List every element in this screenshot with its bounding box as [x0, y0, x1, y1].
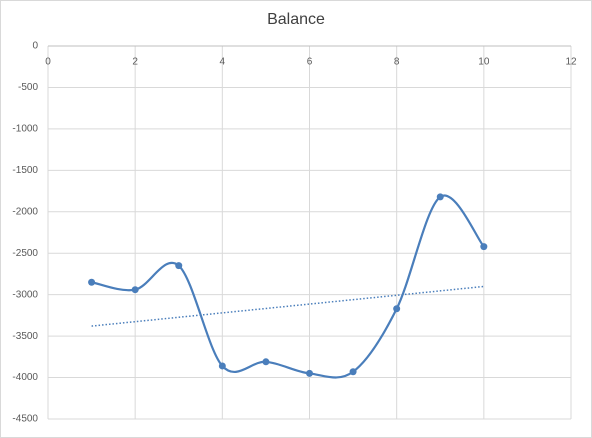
- y-tick-label: -500: [18, 82, 38, 93]
- data-point: [218, 362, 226, 370]
- y-tick-label: -1500: [12, 165, 38, 176]
- x-tick-label: 12: [565, 57, 577, 68]
- data-point: [131, 286, 139, 294]
- y-tick-label: -3000: [12, 289, 38, 300]
- y-tick-label: -4500: [12, 414, 38, 425]
- data-point: [306, 369, 313, 377]
- trendline: [91, 285, 484, 327]
- data-point: [349, 368, 357, 376]
- y-tick-label: -1000: [12, 124, 38, 135]
- x-tick-label: 6: [307, 57, 313, 68]
- data-point: [175, 262, 183, 270]
- series-line: [91, 194, 485, 379]
- data-point: [262, 358, 270, 366]
- x-tick-label: 4: [220, 57, 226, 68]
- data-point: [480, 243, 488, 251]
- x-tick-label: 0: [45, 57, 51, 68]
- data-point: [393, 305, 401, 313]
- x-tick-label: 10: [478, 57, 490, 68]
- y-tick-label: -4000: [12, 372, 38, 383]
- y-tick-label: 0: [32, 41, 38, 52]
- y-tick-label: -3500: [12, 331, 38, 342]
- y-tick-label: -2000: [12, 206, 38, 217]
- data-point: [88, 278, 96, 286]
- y-tick-label: -2500: [12, 248, 38, 259]
- chart-title: Balance: [267, 11, 325, 28]
- x-tick-label: 8: [394, 57, 400, 68]
- data-point: [436, 193, 444, 201]
- x-tick-label: 2: [132, 57, 138, 68]
